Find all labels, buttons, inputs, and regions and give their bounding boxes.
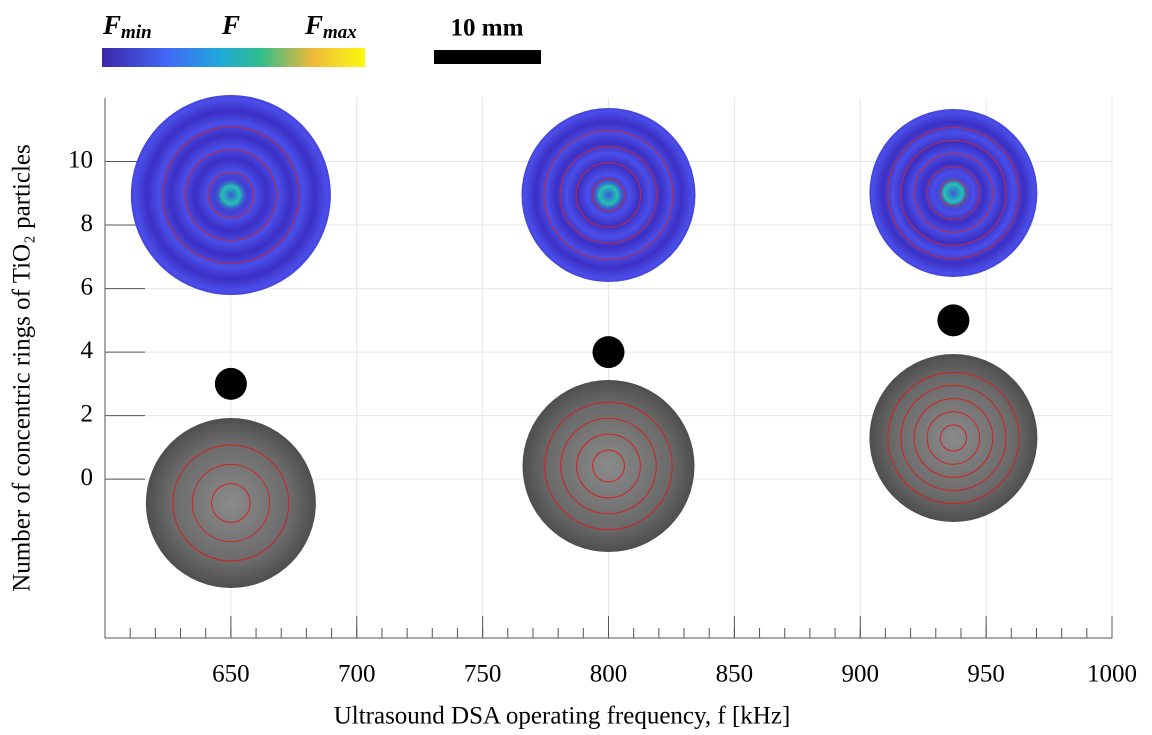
scale-bar-label: 10 mm [451, 15, 524, 42]
ring [211, 483, 251, 523]
point [937, 304, 970, 337]
x-tick-label: 750 [464, 661, 502, 688]
photo-disk [869, 354, 1038, 522]
ring [191, 463, 271, 543]
ring [184, 149, 277, 241]
ring [913, 398, 994, 478]
ring [939, 424, 968, 452]
ring [926, 166, 981, 220]
y-tick-label: 4 [81, 337, 94, 364]
colorbar-legend: Fmin F Fmax [102, 10, 365, 67]
field-image [521, 108, 696, 552]
x-tick-label: 650 [212, 661, 250, 688]
ring [543, 130, 674, 260]
x-tick-label: 850 [716, 661, 754, 688]
ring [575, 162, 642, 228]
x-tick-label: 700 [338, 661, 376, 688]
colorbar-label: Fmin [102, 10, 152, 43]
scale-bar-rect [434, 50, 541, 64]
photo-disk [145, 418, 316, 588]
colorbar [102, 48, 365, 67]
simulation-center [590, 177, 627, 213]
plot-area: 650 700 750 800 850 900 950 1000 0 2 4 6 8 10 [68, 95, 1137, 688]
point [592, 336, 625, 369]
ring [172, 444, 290, 562]
field-image [130, 95, 331, 588]
ring [887, 126, 1020, 260]
ring [207, 171, 255, 219]
point [214, 367, 247, 400]
y-axis-label: Number of concentric rings of TiO₂ parti… [9, 144, 36, 592]
ring [560, 417, 657, 515]
scale-bar: 10 mm [434, 15, 541, 64]
simulation-center [935, 175, 972, 211]
y-tick-label: 2 [81, 400, 94, 427]
y-tick-label: 8 [81, 210, 94, 237]
y-tick-label: 0 [81, 464, 94, 491]
ring [926, 411, 981, 465]
ring [592, 449, 625, 483]
field-image [869, 109, 1038, 522]
x-tick-label: 1000 [1087, 661, 1137, 688]
ring [900, 385, 1007, 491]
ring [576, 433, 641, 499]
x-axis-label: Ultrasound DSA operating frequency, f [k… [334, 703, 791, 730]
x-tick-label: 950 [967, 661, 1005, 688]
x-tick-label: 900 [842, 661, 880, 688]
ring [559, 146, 658, 244]
colorbar-label: F [221, 10, 240, 40]
ring [591, 178, 626, 212]
y-tick-label: 10 [68, 146, 93, 173]
colorbar-label: Fmax [304, 10, 357, 43]
ring [913, 153, 994, 233]
simulation-center [212, 177, 249, 213]
ring [939, 179, 968, 207]
ring [162, 126, 300, 264]
x-tick-label: 800 [590, 661, 628, 688]
ring [887, 371, 1020, 505]
ring [544, 401, 673, 531]
photo-disk [522, 380, 695, 552]
y-tick-label: 6 [81, 273, 94, 300]
ring [900, 140, 1007, 246]
